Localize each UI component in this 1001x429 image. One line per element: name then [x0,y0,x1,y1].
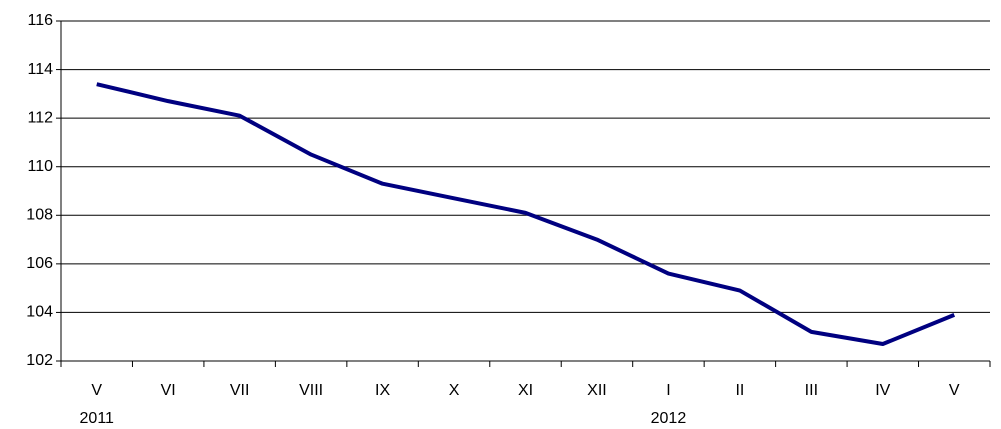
y-tick-label: 102 [26,352,53,369]
y-tick-label: 104 [26,304,53,321]
x-tick-label: X [449,382,460,399]
year-label: 2011 [80,410,115,427]
x-tick-label: XI [518,382,533,399]
x-tick-label: V [91,382,102,399]
y-tick-label: 114 [27,61,53,78]
y-tick-label: 112 [27,109,53,126]
x-tick-label: I [666,382,670,399]
x-tick-label: II [735,382,744,399]
x-tick-label: IX [375,382,390,399]
x-tick-label: XII [587,382,607,399]
data-line [96,82,956,346]
x-tick-label: VII [230,382,250,399]
y-tick-label: 108 [26,207,53,224]
x-tick-label: VIII [299,382,323,399]
x-tick-label: IV [875,382,890,399]
year-label: 2012 [651,410,687,427]
y-tick-label: 110 [27,158,53,175]
y-tick-label: 116 [27,12,53,29]
x-tick-label: V [949,382,960,399]
x-tick-label: VI [161,382,176,399]
y-tick-label: 106 [26,255,53,272]
x-tick-label: III [805,382,818,399]
